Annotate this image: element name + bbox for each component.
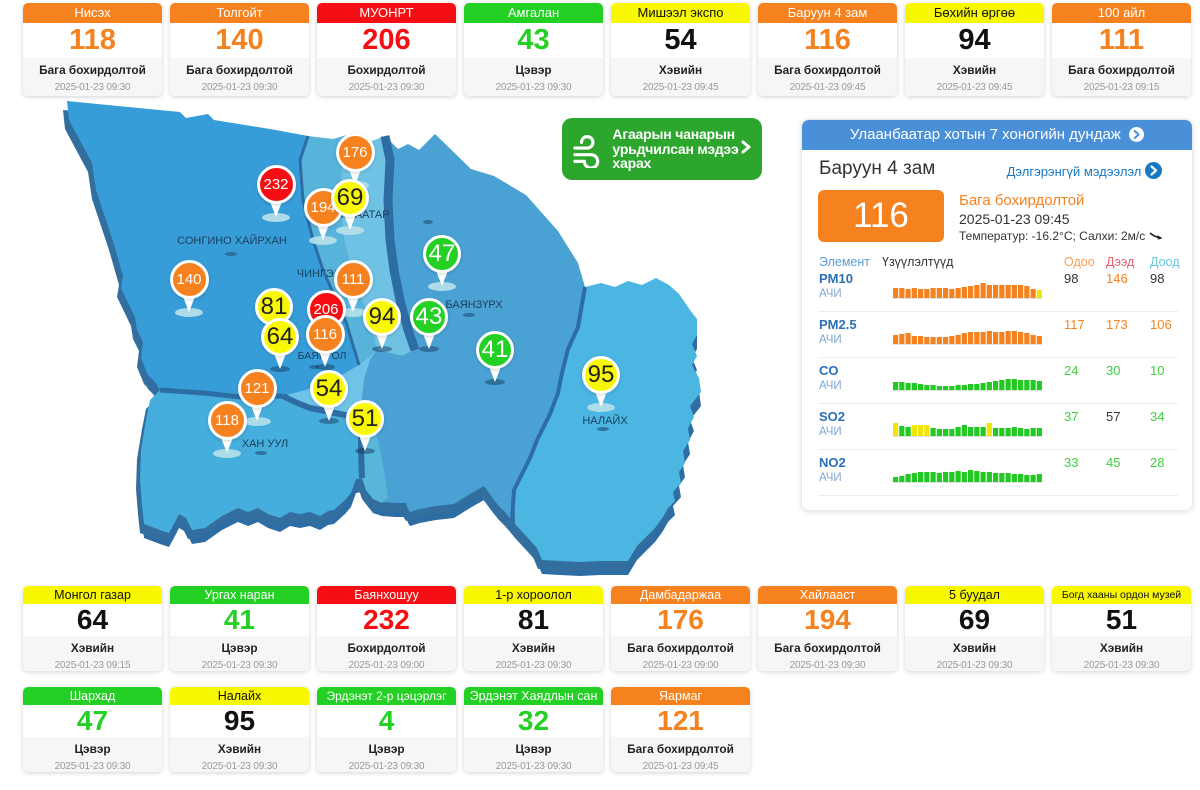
- svg-text:НАЛАЙХ: НАЛАЙХ: [582, 414, 628, 427]
- svg-text:ХАН УУЛ: ХАН УУЛ: [242, 438, 289, 450]
- svg-text:СОНГИНО ХАЙРХАН: СОНГИНО ХАЙРХАН: [177, 234, 287, 247]
- svg-text:БАЯНЗҮРХ: БАЯНЗҮРХ: [445, 299, 503, 311]
